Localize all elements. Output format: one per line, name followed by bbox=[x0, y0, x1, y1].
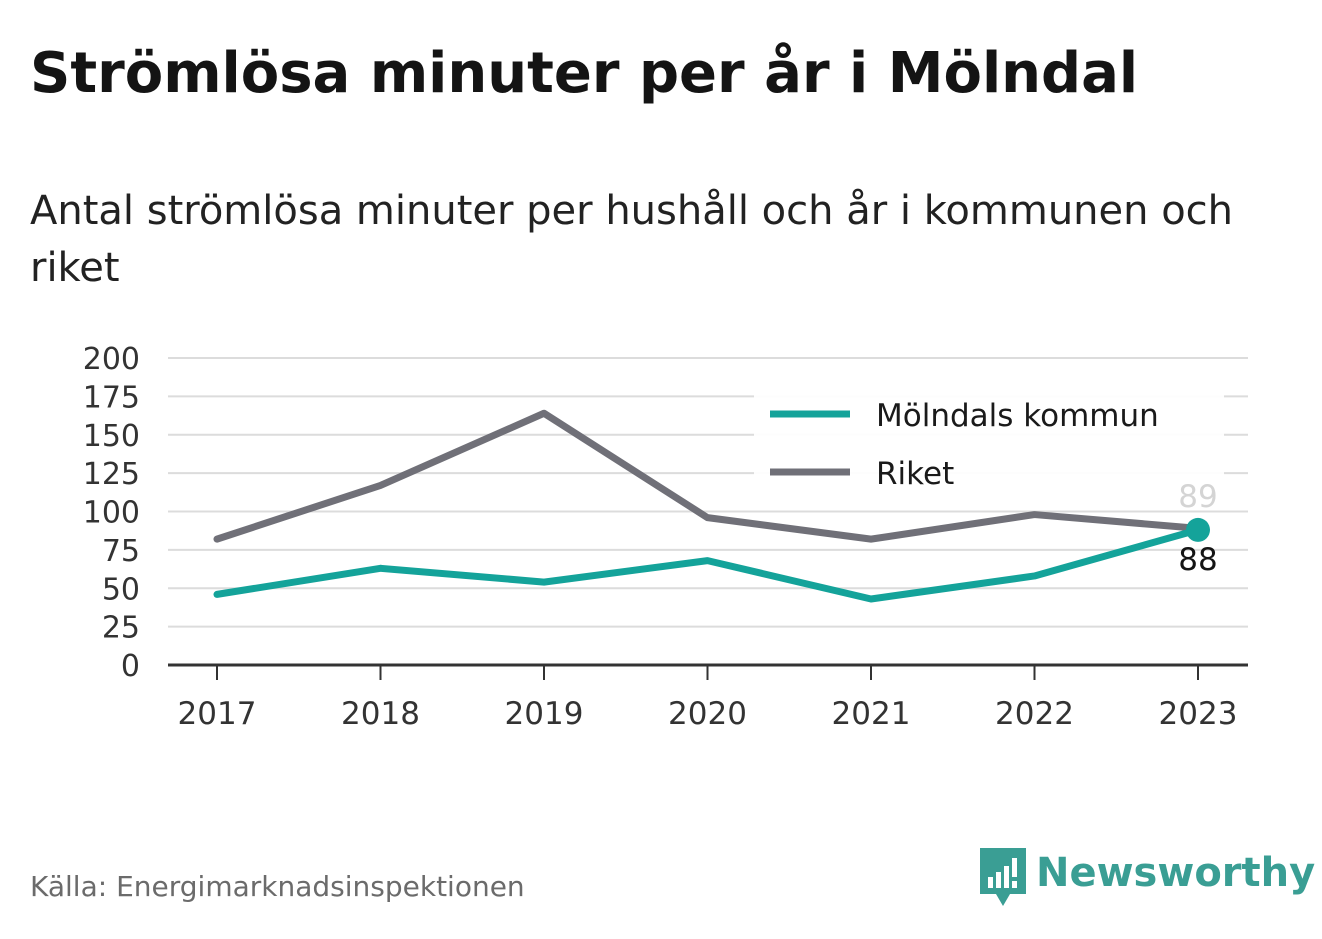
x-tick-label: 2023 bbox=[1159, 696, 1238, 732]
series-line-molndal bbox=[213, 526, 1202, 603]
end-point-marker bbox=[1186, 517, 1210, 542]
x-tick-label: 2020 bbox=[668, 696, 747, 732]
legend: Mölndals kommun Riket bbox=[754, 385, 1224, 500]
y-tick-label: 100 bbox=[83, 496, 140, 531]
y-tick-label: 150 bbox=[83, 419, 140, 454]
x-tick-label: 2017 bbox=[178, 696, 257, 732]
y-tick-label: 0 bbox=[121, 649, 140, 684]
series-line-riket bbox=[213, 409, 1202, 543]
chart-subtitle: Antal strömlösa minuter per hushåll och … bbox=[30, 188, 1234, 291]
end-label-riket: 89 bbox=[1178, 479, 1217, 515]
legend-label: Riket bbox=[876, 456, 954, 492]
legend-label: Mölndals kommun bbox=[876, 398, 1159, 434]
x-tick-label: 2021 bbox=[832, 696, 911, 732]
legend-box bbox=[754, 385, 1224, 500]
source-note: Källa: Energimarknadsinspektionen bbox=[30, 870, 525, 903]
y-tick-label: 175 bbox=[83, 380, 140, 415]
y-tick-label: 75 bbox=[102, 534, 140, 569]
x-tick-label: 2022 bbox=[995, 696, 1074, 732]
y-tick-label: 125 bbox=[83, 457, 140, 492]
x-tick-label: 2019 bbox=[505, 696, 584, 732]
series-lines bbox=[213, 409, 1210, 603]
end-label-molndal: 88 bbox=[1178, 542, 1217, 578]
end-labels: 89 88 bbox=[1178, 479, 1217, 578]
brand-logo: Newsworthy bbox=[980, 848, 1315, 912]
chart-title: Strömlösa minuter per år i Mölndal bbox=[30, 41, 1139, 106]
y-tick-label: 25 bbox=[102, 611, 140, 646]
y-tick-label: 50 bbox=[102, 572, 140, 607]
brand-name: Newsworthy bbox=[1036, 850, 1316, 896]
newsworthy-logo-icon bbox=[980, 848, 1026, 906]
y-tick-label: 200 bbox=[83, 342, 140, 377]
x-tick-label: 2018 bbox=[341, 696, 420, 732]
